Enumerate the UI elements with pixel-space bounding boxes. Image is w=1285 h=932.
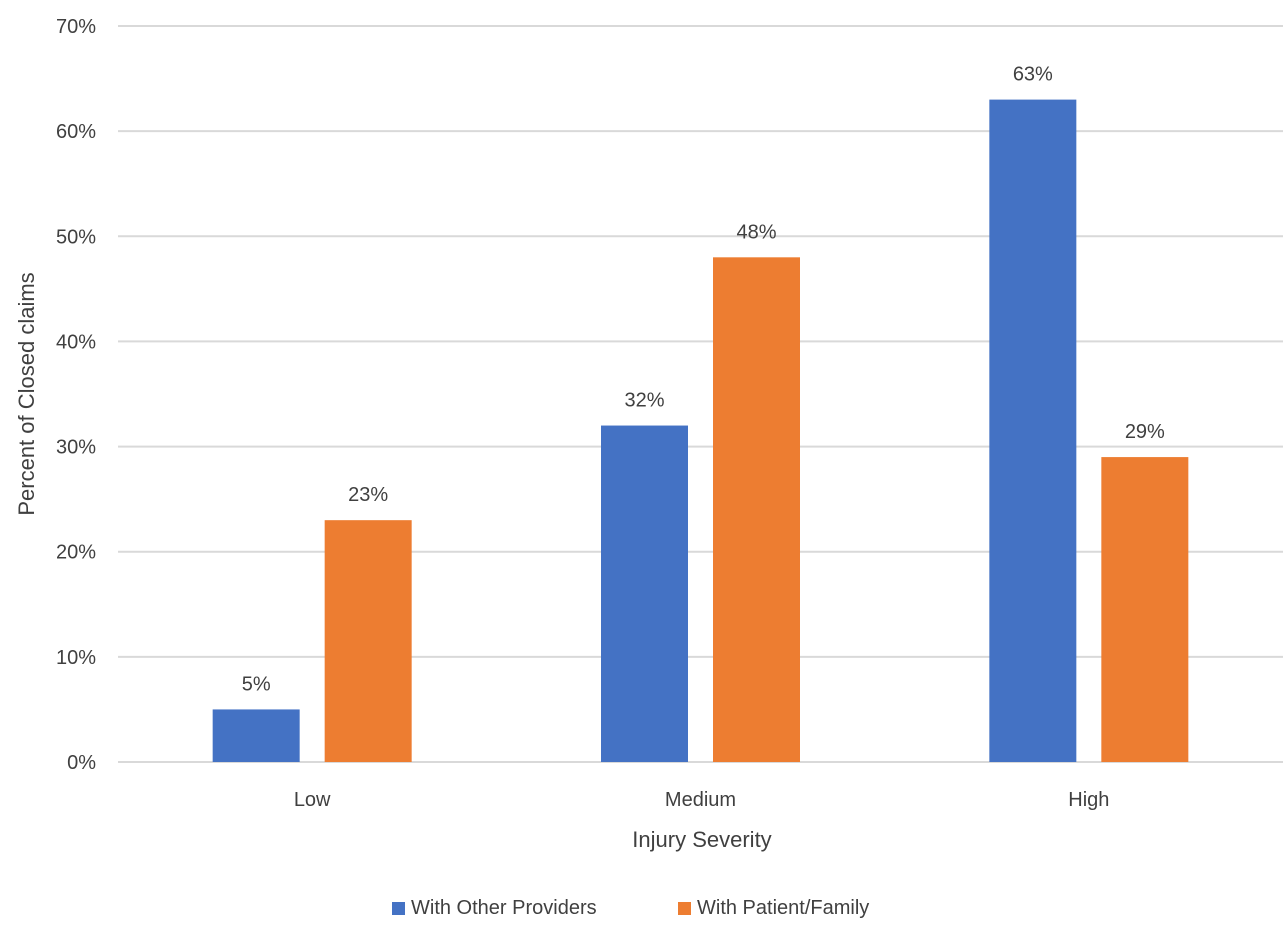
- legend-label: With Patient/Family: [697, 897, 869, 919]
- y-axis-title: Percent of Closed claims: [14, 272, 39, 515]
- y-tick-label: 10%: [56, 647, 96, 669]
- bars: [212, 99, 1189, 763]
- bar-high-series-1: [989, 99, 1077, 763]
- data-label: 5%: [242, 673, 271, 695]
- legend-swatch: [392, 902, 405, 915]
- bar-medium-series-1: [601, 425, 688, 762]
- y-tick-label: 70%: [56, 16, 96, 38]
- bar-high-series-2: [1101, 457, 1189, 762]
- y-tick-label: 40%: [56, 331, 96, 353]
- data-label: 32%: [624, 390, 664, 412]
- bar-low-series-1: [212, 709, 300, 762]
- x-tick-label: High: [1068, 789, 1109, 811]
- legend: With Other Providers With Patient/Family: [392, 897, 869, 919]
- legend-label: With Other Providers: [411, 897, 597, 919]
- x-tick-label: Medium: [665, 789, 736, 811]
- data-label: 48%: [736, 221, 776, 243]
- gridlines: [118, 25, 1283, 763]
- y-tick-label: 30%: [56, 437, 96, 459]
- y-axis-tick-labels: 0% 10% 20% 30% 40% 50% 60% 70%: [56, 16, 96, 774]
- y-tick-label: 0%: [67, 752, 96, 774]
- y-tick-label: 60%: [56, 121, 96, 143]
- x-axis-title: Injury Severity: [632, 827, 771, 852]
- y-tick-label: 20%: [56, 542, 96, 564]
- data-labels: 5% 23% 32% 48% 63% 29%: [242, 64, 1165, 696]
- bar-medium-series-2: [713, 257, 800, 762]
- legend-swatch: [678, 902, 691, 915]
- data-label: 63%: [1013, 64, 1053, 86]
- x-axis-tick-labels: Low Medium High: [294, 789, 1110, 811]
- x-tick-label: Low: [294, 789, 331, 811]
- data-label: 29%: [1125, 421, 1165, 443]
- data-label: 23%: [348, 484, 388, 506]
- y-tick-label: 50%: [56, 226, 96, 248]
- bar-low-series-2: [324, 520, 412, 762]
